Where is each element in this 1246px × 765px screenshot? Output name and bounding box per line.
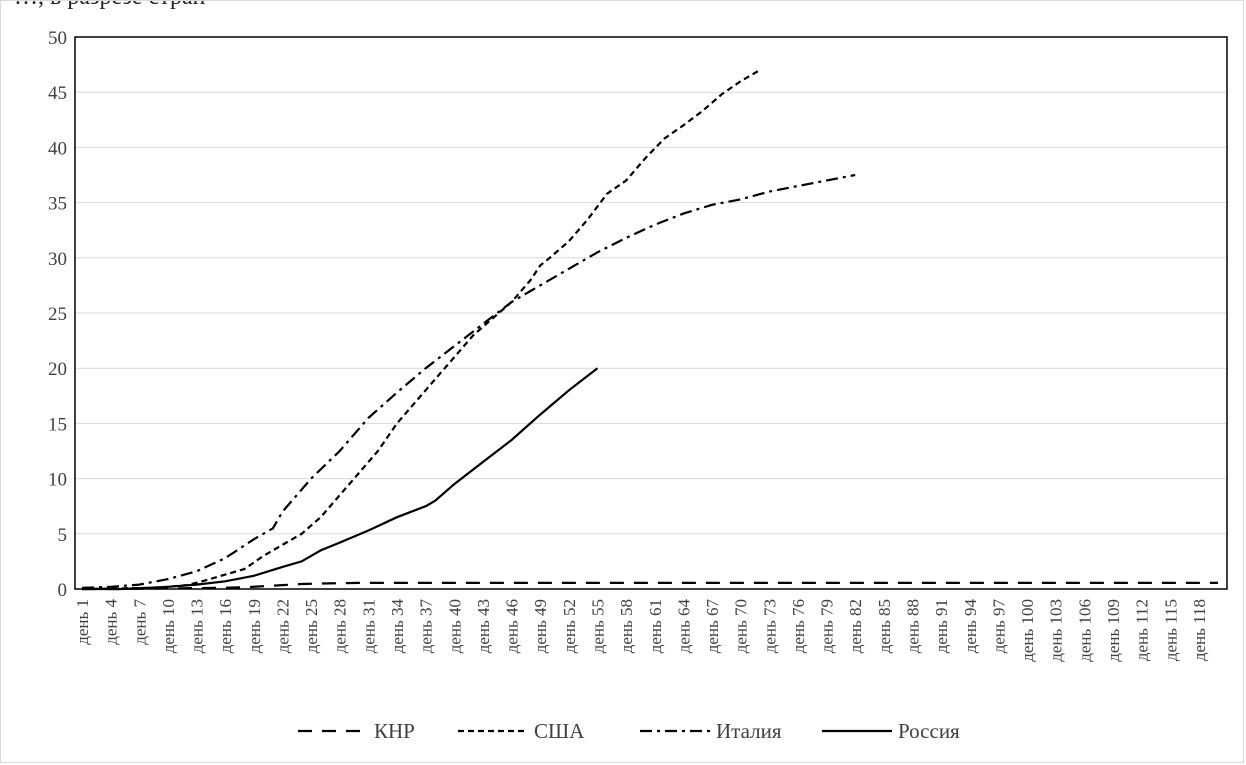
plot-area [74, 36, 1228, 590]
x-tick-label: день 100 [1018, 599, 1037, 662]
y-tick-label: 10 [48, 470, 67, 491]
x-tick-label: день 94 [961, 599, 980, 654]
x-tick-label: день 28 [331, 599, 350, 653]
y-tick-label: 20 [48, 359, 67, 380]
x-tick-label: день 85 [875, 599, 894, 653]
legend-label: Россия [898, 719, 960, 743]
x-tick-label: день 109 [1104, 599, 1123, 662]
legend-label: КНР [374, 719, 415, 743]
x-tick-label: день 10 [159, 599, 178, 653]
x-tick-label: день 22 [273, 599, 292, 653]
x-tick-label: день 7 [130, 599, 149, 645]
x-tick-label: день 46 [503, 599, 522, 653]
series-line-2 [81, 69, 761, 591]
x-tick-label: день 115 [1161, 599, 1180, 661]
x-tick-label: день 40 [445, 599, 464, 653]
x-tick-label: день 4 [102, 599, 121, 645]
header-fragment-text: …, в разрезе стран [14, 0, 205, 11]
clipped-header-text: …, в разрезе стран [0, 0, 1246, 14]
x-tick-label: день 19 [245, 599, 264, 653]
y-tick-label: 5 [58, 525, 68, 546]
x-tick-label: день 55 [588, 599, 607, 653]
x-tick-label: день 37 [417, 599, 436, 654]
x-tick-label: день 118 [1190, 599, 1209, 661]
x-tick-label: день 103 [1047, 599, 1066, 662]
gridlines [75, 36, 1227, 590]
x-tick-label: день 64 [674, 599, 693, 654]
x-tick-label: день 67 [703, 599, 722, 654]
x-tick-label: день 70 [732, 599, 751, 653]
x-tick-label: день 82 [846, 599, 865, 653]
series-line-4 [82, 367, 599, 591]
y-tick-label: 30 [48, 249, 67, 270]
x-tick-label: день 34 [388, 599, 407, 654]
x-tick-label: день 25 [302, 599, 321, 653]
x-tick-label: день 73 [760, 599, 779, 653]
y-tick-label: 25 [48, 304, 67, 325]
series-lines [81, 69, 1218, 591]
y-tick-label: 50 [48, 28, 67, 49]
x-tick-label: день 112 [1133, 599, 1152, 661]
y-tick-label: 15 [48, 414, 67, 435]
y-tick-label: 40 [48, 138, 67, 159]
x-tick-label: день 58 [617, 599, 636, 653]
x-tick-label: день 16 [216, 599, 235, 653]
x-tick-label: день 52 [560, 599, 579, 653]
x-tick-label: день 76 [789, 599, 808, 653]
x-tick-label: день 97 [989, 599, 1008, 654]
x-tick-label: день 91 [932, 599, 951, 653]
series-line-1 [82, 581, 1218, 591]
legend: КНР США Италия Россия [298, 719, 960, 743]
legend-label: Италия [716, 719, 782, 743]
x-tick-label: день 49 [531, 599, 550, 653]
y-tick-label: 45 [48, 83, 67, 104]
x-tick-label: день 13 [188, 599, 207, 653]
x-tick-label: день 106 [1075, 599, 1094, 662]
legend-label: США [534, 719, 585, 743]
x-tick-label: день 79 [818, 599, 837, 653]
x-tick-label: день 1 [73, 599, 92, 645]
x-tick-label: день 88 [904, 599, 923, 653]
series-line-3 [81, 173, 856, 589]
x-tick-label: день 31 [359, 599, 378, 653]
x-tick-label: день 61 [646, 599, 665, 653]
y-axis-ticks: 0 5 10 15 20 25 30 35 40 45 50 [48, 28, 67, 601]
x-tick-label: день 43 [474, 599, 493, 653]
x-axis-ticks: день 1 день 4 день 7 день 10 день 13 день 16 д… [73, 599, 1209, 662]
y-tick-label: 35 [48, 194, 67, 215]
y-tick-label: 0 [58, 580, 68, 601]
